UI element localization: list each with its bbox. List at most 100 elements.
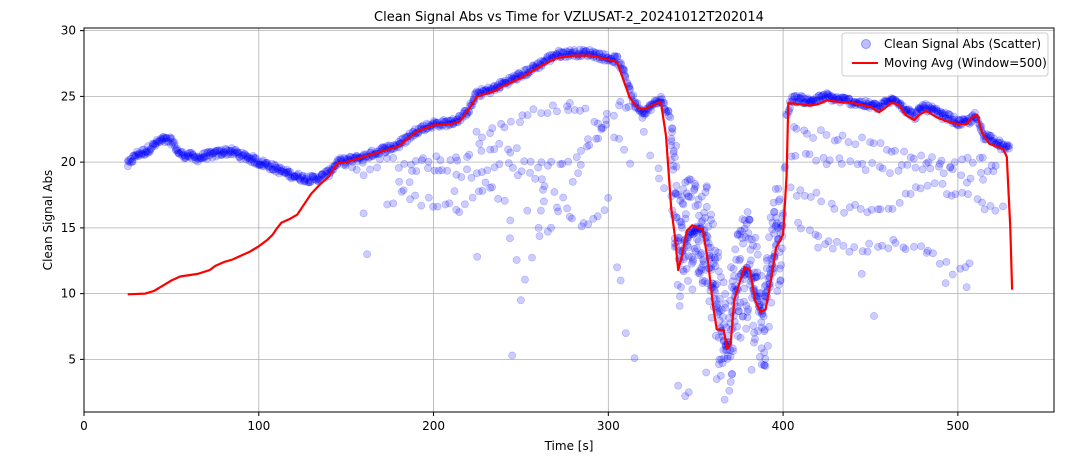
- scatter-point: [725, 386, 734, 395]
- scatter-point: [691, 182, 700, 191]
- scatter-point: [777, 261, 786, 269]
- scatter-point: [130, 151, 138, 160]
- scatter-point: [733, 322, 741, 331]
- scatter-point: [273, 165, 282, 174]
- scatter-point: [786, 183, 795, 192]
- scatter-point: [664, 107, 673, 116]
- scatter-point: [838, 93, 847, 102]
- scatter-point: [240, 150, 249, 158]
- scatter-point: [657, 92, 665, 101]
- scatter-point: [543, 54, 551, 62]
- scatter-point: [681, 392, 690, 401]
- scatter-point: [276, 166, 285, 175]
- scatter-point: [126, 154, 135, 163]
- scatter-point: [833, 237, 841, 246]
- scatter-point: [566, 46, 574, 55]
- scatter-point: [719, 278, 728, 287]
- scatter-point: [195, 154, 203, 163]
- scatter-point: [226, 148, 234, 156]
- scatter-point: [154, 137, 163, 146]
- scatter-point: [688, 227, 697, 236]
- scatter-point: [764, 341, 772, 350]
- legend-line-label: Moving Avg (Window=500): [884, 56, 1047, 70]
- scatter-point: [817, 197, 826, 206]
- scatter-point: [779, 209, 787, 218]
- scatter-point: [640, 110, 649, 119]
- scatter-point: [867, 205, 876, 214]
- scatter-point: [153, 137, 162, 146]
- scatter-point: [295, 174, 304, 183]
- scatter-point: [149, 140, 158, 149]
- scatter-point: [178, 147, 187, 156]
- scatter-point: [193, 154, 201, 163]
- scatter-point: [253, 159, 262, 168]
- scatter-point: [247, 158, 256, 166]
- scatter-point: [823, 91, 832, 100]
- scatter-point: [450, 187, 459, 195]
- scatter-point: [900, 147, 908, 156]
- legend: Clean Signal Abs (Scatter) Moving Avg (W…: [841, 32, 1049, 77]
- scatter-point: [765, 322, 773, 331]
- scatter-point: [600, 206, 609, 214]
- scatter-point: [477, 146, 486, 155]
- scatter-point: [293, 172, 301, 181]
- scatter-point: [230, 146, 239, 154]
- scatter-point: [593, 212, 602, 221]
- scatter-point: [145, 147, 154, 156]
- scatter-point: [159, 132, 168, 141]
- y-axis-title: Clean Signal Abs: [41, 170, 55, 271]
- scatter-point: [936, 159, 944, 168]
- scatter-point: [200, 152, 209, 161]
- scatter-point: [198, 149, 207, 158]
- scatter-point: [211, 147, 220, 155]
- scatter-point: [471, 89, 480, 97]
- scatter-point: [721, 290, 730, 298]
- scatter-point: [778, 244, 786, 253]
- scatter-point: [675, 302, 684, 310]
- scatter-point: [453, 156, 462, 165]
- scatter-point: [917, 242, 925, 251]
- scatter-point: [135, 149, 144, 158]
- scatter-point: [545, 51, 554, 60]
- scatter-point: [815, 91, 824, 100]
- scatter-point: [844, 138, 853, 147]
- scatter-point: [142, 148, 151, 157]
- scatter-point: [144, 142, 152, 151]
- scatter-point: [195, 152, 204, 161]
- axis-ticks: 0 100 200 300 400 500 5 10 15 20 25 30: [61, 24, 970, 433]
- scatter-point: [309, 172, 318, 181]
- scatter-point: [506, 234, 514, 243]
- scatter-point: [819, 91, 827, 99]
- scatter-point: [363, 250, 371, 259]
- scatter-point: [295, 175, 304, 184]
- scatter-point: [242, 151, 251, 160]
- scatter-point: [264, 163, 273, 171]
- scatter-point: [494, 194, 502, 203]
- scatter-point: [526, 168, 534, 177]
- scatter-point: [490, 82, 499, 90]
- scatter-point: [271, 167, 280, 176]
- scatter-point: [268, 165, 277, 174]
- scatter-point: [287, 174, 296, 183]
- scatter-point: [581, 104, 590, 113]
- scatter-point: [906, 190, 915, 198]
- scatter-point: [212, 152, 220, 161]
- scatter-point: [547, 157, 556, 166]
- scatter-point: [496, 77, 504, 86]
- scatter-point: [271, 162, 280, 170]
- scatter-point: [221, 144, 230, 153]
- scatter-point: [358, 158, 367, 167]
- scatter-point: [252, 160, 261, 169]
- scatter-point: [170, 138, 179, 147]
- scatter-point: [512, 144, 521, 153]
- scatter-point: [881, 98, 889, 106]
- scatter-point: [306, 171, 315, 180]
- scatter-point: [534, 223, 543, 232]
- scatter-point: [744, 305, 753, 314]
- scatter-point: [175, 149, 184, 158]
- scatter-point: [168, 139, 177, 147]
- scatter-point: [500, 123, 509, 132]
- scatter-point: [306, 177, 315, 186]
- scatter-point: [269, 165, 278, 174]
- scatter-point: [215, 147, 224, 156]
